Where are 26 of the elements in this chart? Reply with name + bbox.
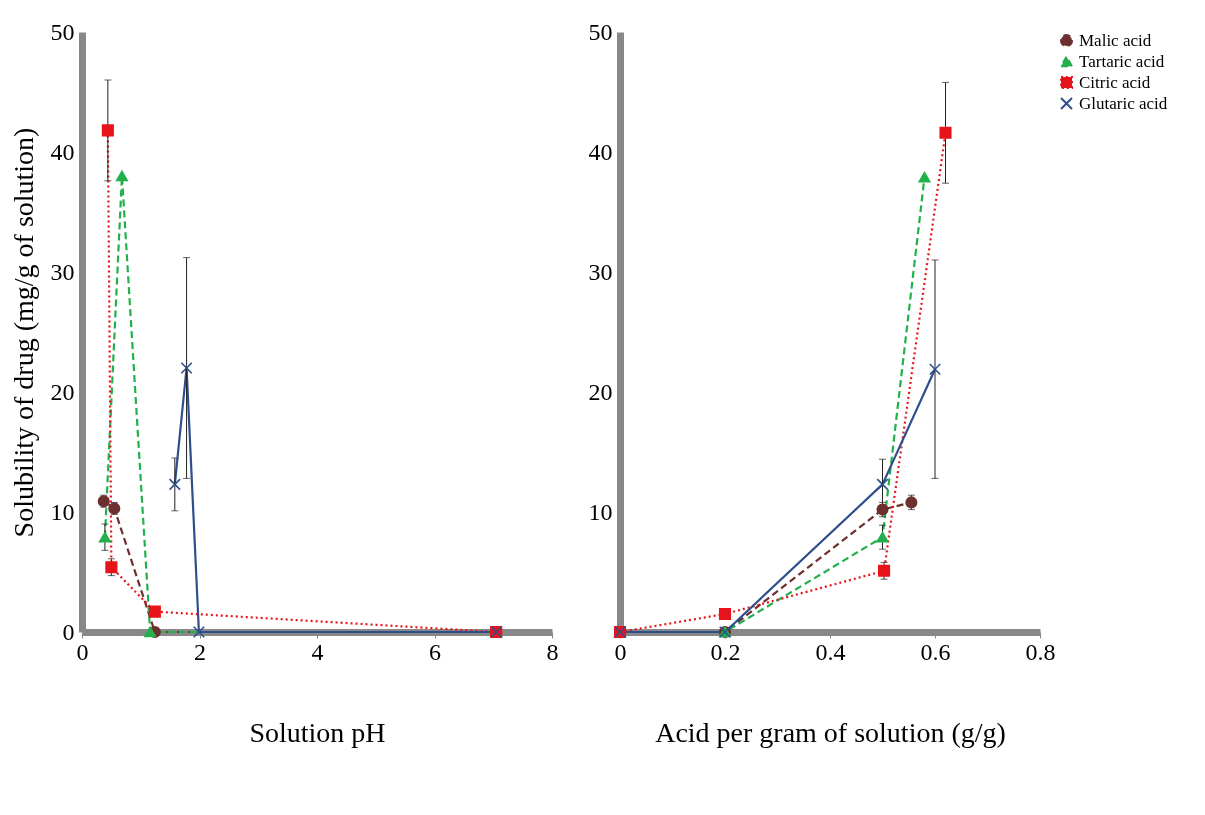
y-tick-label: 30: [588, 258, 613, 285]
x-tick-label: 8: [546, 638, 559, 665]
y-tick-label: 10: [588, 498, 613, 525]
x-tick-label: 0.2: [710, 638, 741, 665]
y-tick-label: 50: [588, 18, 613, 45]
x-axis-title: Acid per gram of solution (g/g): [655, 716, 1006, 748]
legend-label: Malic acid: [1079, 30, 1152, 50]
y-tick-label: 20: [588, 378, 613, 405]
y-tick-label: 40: [50, 138, 75, 165]
y-tick-label: 20: [50, 378, 75, 405]
y-tick-label: 40: [588, 138, 613, 165]
y-tick-label: 50: [50, 18, 75, 45]
x-tick-label: 2: [194, 638, 206, 665]
x-axis-title: Solution pH: [249, 716, 386, 748]
x-tick-label: 0.6: [920, 638, 951, 665]
y-tick-label: 10: [50, 498, 75, 525]
y-axis-title: Solubility of drug (mg/g of solution): [7, 127, 39, 538]
legend-label: Glutaric acid: [1079, 93, 1168, 113]
y-tick-label: 30: [50, 258, 75, 285]
x-tick-label: 0.8: [1025, 638, 1056, 665]
legend-label: Citric acid: [1079, 72, 1151, 92]
legend-label: Tartaric acid: [1079, 51, 1165, 71]
x-tick-label: 6: [429, 638, 441, 665]
y-tick-label: 0: [62, 618, 75, 645]
x-tick-label: 4: [311, 638, 324, 665]
x-tick-label: 0.4: [815, 638, 846, 665]
